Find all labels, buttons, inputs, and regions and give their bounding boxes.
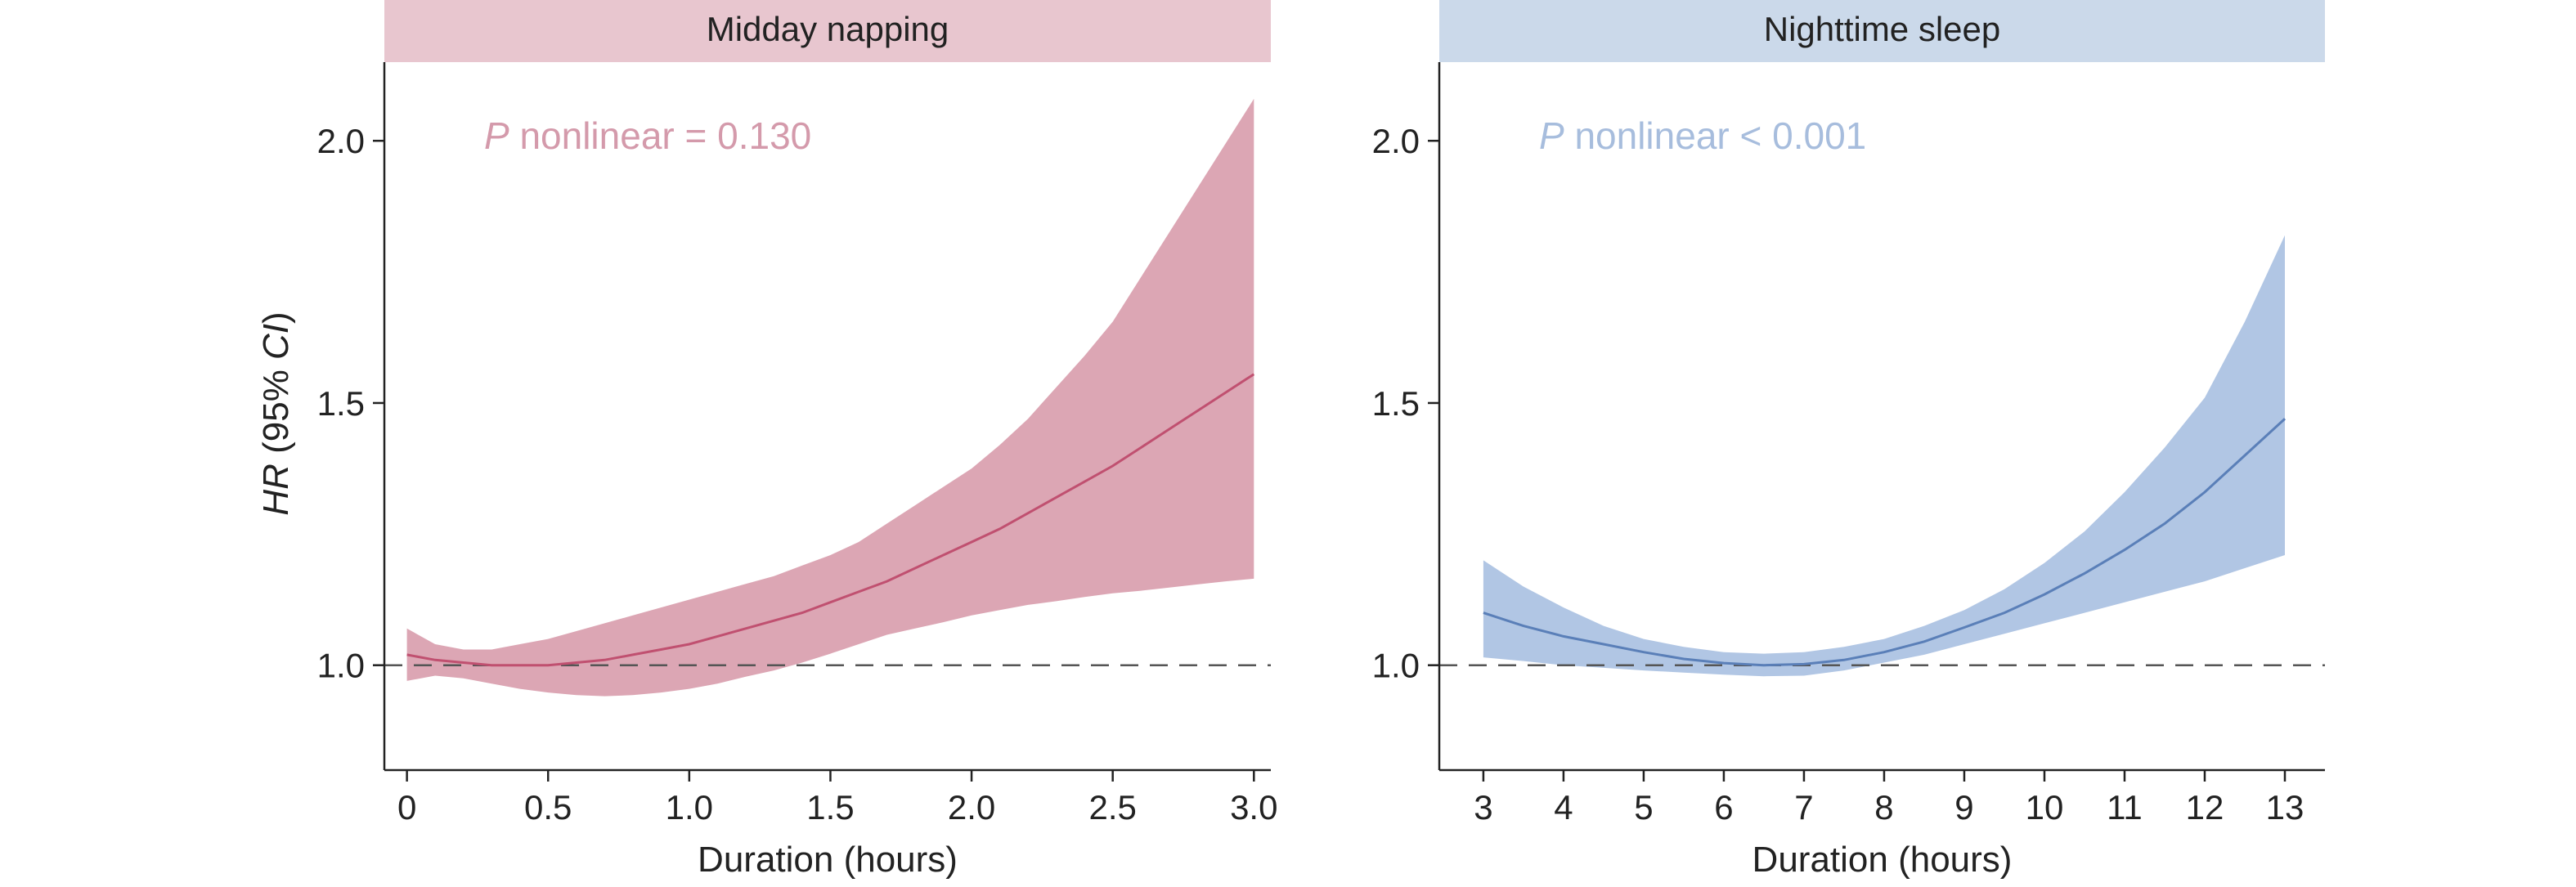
y-axis-title-end: ) xyxy=(256,311,296,324)
x-tick-label: 4 xyxy=(1554,788,1573,827)
x-axis-title: Duration (hours) xyxy=(698,840,958,880)
x-tick-label: 0.5 xyxy=(524,788,572,827)
x-axis-title: Duration (hours) xyxy=(1752,840,2013,880)
x-tick-label: 1.0 xyxy=(666,788,713,827)
x-tick-label: 1.5 xyxy=(806,788,854,827)
y-tick-label: 2.0 xyxy=(1372,122,1420,160)
ci-band xyxy=(406,98,1254,697)
y-tick-label: 1.0 xyxy=(1372,647,1420,685)
svg-text:HR (95% CI): HR (95% CI) xyxy=(256,311,296,515)
x-tick-label: 10 xyxy=(2026,788,2064,827)
x-tick-label: 3.0 xyxy=(1230,788,1277,827)
y-axis-title-mid: (95% xyxy=(256,360,296,464)
x-tick-label: 5 xyxy=(1634,788,1653,827)
x-tick-label: 12 xyxy=(2186,788,2224,827)
hr-curve xyxy=(1483,418,2287,667)
panel-midday-napping: Midday napping 1.0 1.5 2.0 0 0.5 1.0 1.5 2.0 2.5 3… xyxy=(317,0,1277,880)
p-nonlinear-text: nonlinear = 0.130 xyxy=(509,114,812,157)
p-nonlinear-text: nonlinear < 0.001 xyxy=(1564,114,1867,157)
x-tick-label: 11 xyxy=(2107,788,2143,827)
x-tick-label: 3 xyxy=(1474,788,1492,827)
x-tick-label: 0 xyxy=(397,788,416,827)
panel-title: Midday napping xyxy=(707,10,949,48)
panel-strip xyxy=(384,0,1271,62)
hr-curve xyxy=(406,373,1255,667)
x-tick-label: 6 xyxy=(1714,788,1733,827)
x-tick-label: 7 xyxy=(1794,788,1813,827)
panel-title: Nighttime sleep xyxy=(1764,10,2000,48)
p-symbol: P xyxy=(484,114,509,157)
y-axis-title: HR (95% CI) xyxy=(256,311,296,515)
p-nonlinear-annotation: P nonlinear < 0.001 xyxy=(1539,114,1866,157)
y-tick-label: 1.0 xyxy=(317,647,365,685)
x-tick-label: 2.0 xyxy=(948,788,995,827)
y-axis-title-ci: CI xyxy=(256,324,296,360)
p-nonlinear-annotation: P nonlinear = 0.130 xyxy=(484,114,811,157)
panel-nighttime-sleep: Nighttime sleep 1.0 1.5 2.0 3 4 5 6 7 8 9 10 11 12 13 D… xyxy=(1372,0,2325,880)
panel-strip xyxy=(1439,0,2325,62)
p-symbol: P xyxy=(1539,114,1564,157)
y-tick-label: 1.5 xyxy=(1372,384,1420,423)
x-tick-label: 8 xyxy=(1874,788,1893,827)
y-tick-label: 2.0 xyxy=(317,122,365,160)
x-tick-label: 13 xyxy=(2266,788,2304,827)
y-axis-title-hr: HR xyxy=(256,464,296,516)
y-tick-label: 1.5 xyxy=(317,384,365,423)
x-tick-label: 9 xyxy=(1954,788,1973,827)
x-tick-label: 2.5 xyxy=(1088,788,1136,827)
ci-band xyxy=(1483,235,2285,677)
